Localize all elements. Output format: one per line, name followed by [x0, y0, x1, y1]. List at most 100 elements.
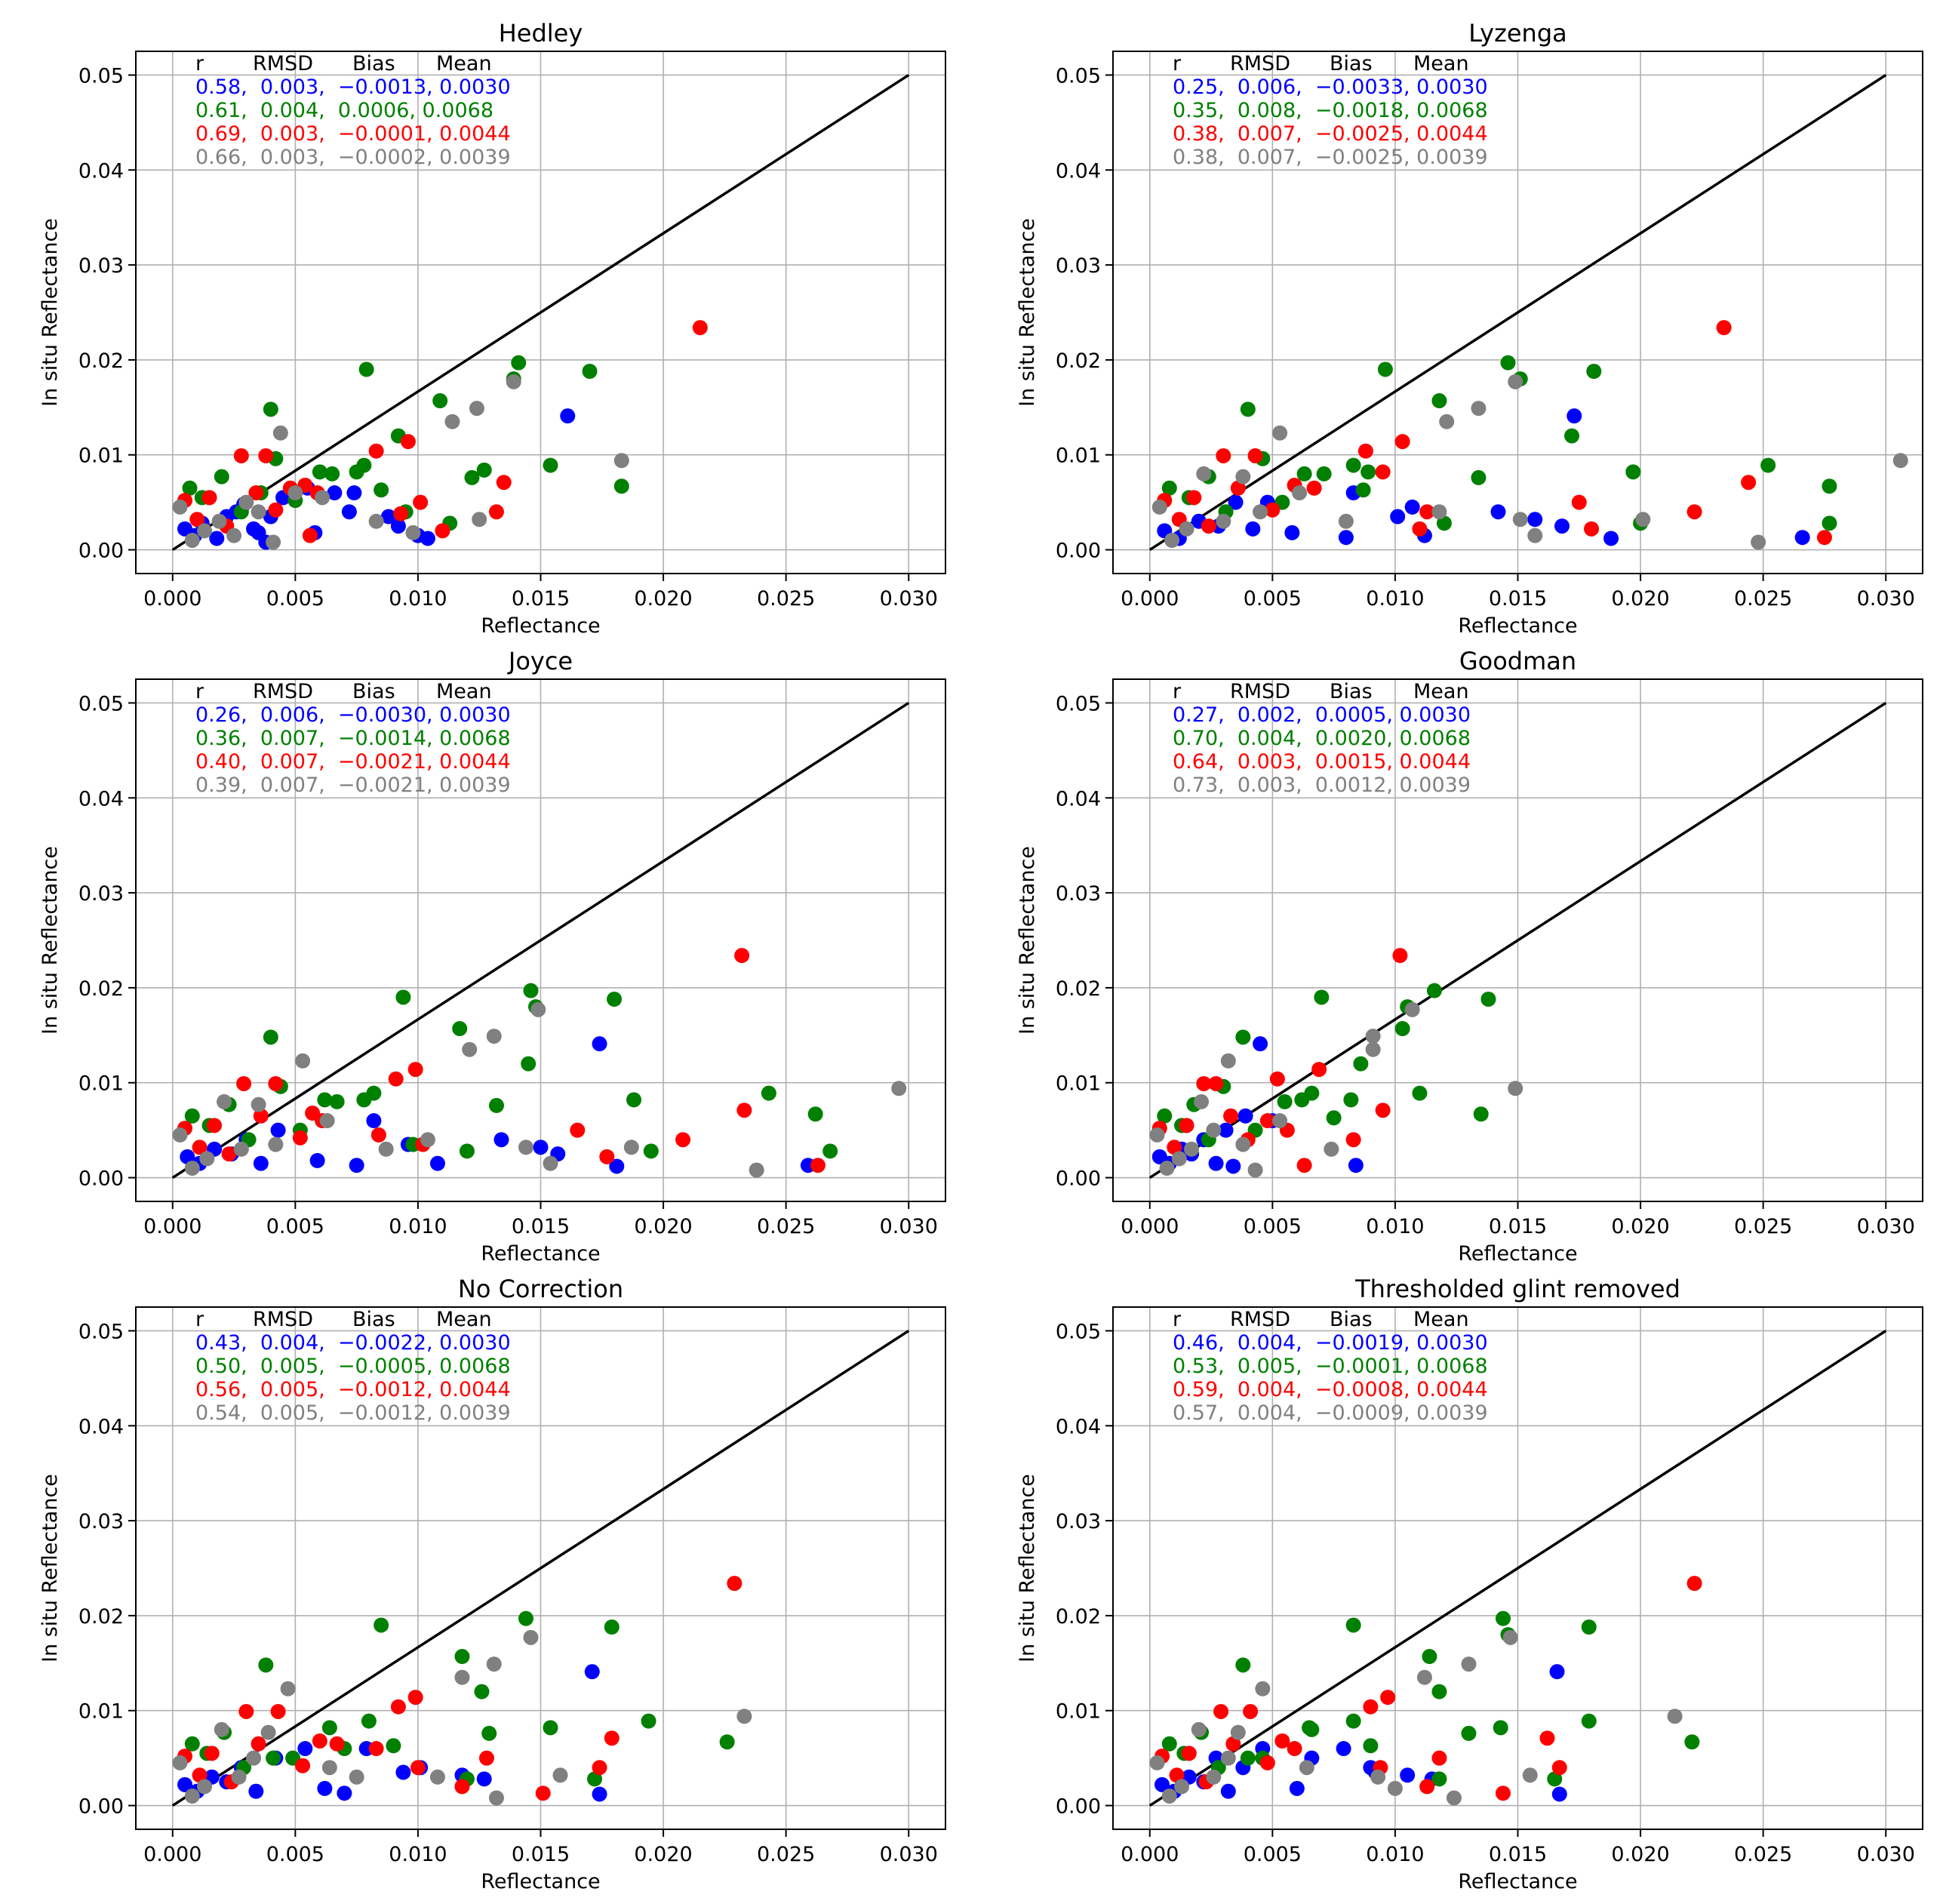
data-point — [464, 469, 480, 485]
series-gray — [1149, 1001, 1523, 1178]
data-point — [518, 1610, 533, 1626]
data-point — [337, 1786, 352, 1801]
data-point — [287, 485, 303, 501]
stats-line: 0.43, 0.004, −0.0022, 0.0030 — [195, 1331, 511, 1355]
data-point — [1564, 428, 1580, 444]
data-point — [476, 462, 492, 478]
series-blue — [1157, 408, 1810, 546]
data-point — [582, 364, 598, 380]
data-point — [1159, 1160, 1175, 1176]
data-point — [238, 1703, 254, 1719]
y-tick-label: 0.02 — [78, 349, 124, 373]
data-point — [560, 408, 576, 424]
panel-title: Goodman — [1459, 647, 1576, 675]
data-point — [1259, 1113, 1275, 1129]
data-point — [1265, 502, 1281, 518]
scatter-panel-5: 0.000 0.005 0.010 0.015 0.020 0.025 0.030 0.00 0… — [38, 1275, 946, 1893]
data-point — [1167, 1140, 1182, 1155]
data-point — [1547, 1771, 1563, 1787]
stats-line: 0.25, 0.006, −0.0033, 0.0030 — [1173, 75, 1488, 99]
data-point — [1181, 1746, 1197, 1761]
data-point — [395, 989, 411, 1005]
data-point — [327, 485, 343, 501]
data-point — [1338, 513, 1354, 529]
data-point — [734, 948, 750, 964]
y-tick-label: 0.00 — [1056, 1167, 1101, 1191]
data-point — [266, 534, 281, 550]
data-point — [506, 374, 521, 389]
data-point — [1741, 475, 1757, 491]
data-point — [1495, 1610, 1511, 1626]
series-red — [1154, 1576, 1702, 1801]
data-point — [1404, 499, 1420, 515]
x-tick-label: 0.030 — [880, 1843, 938, 1866]
data-point — [1431, 1771, 1447, 1787]
data-point — [321, 1720, 337, 1736]
y-tick-label: 0.02 — [78, 977, 124, 1001]
data-point — [420, 1132, 435, 1148]
stats-line: 0.56, 0.005, −0.0012, 0.0044 — [195, 1378, 511, 1401]
stats-line: 0.69, 0.003, −0.0001, 0.0044 — [195, 122, 511, 146]
data-point — [184, 1736, 200, 1752]
data-point — [1164, 532, 1180, 548]
data-point — [1220, 1783, 1236, 1799]
data-point — [1208, 1155, 1224, 1171]
data-point — [488, 1097, 504, 1113]
x-tick-label: 0.015 — [512, 1215, 570, 1238]
data-point — [1539, 1730, 1555, 1746]
data-point — [543, 1155, 558, 1171]
data-point — [1194, 1093, 1210, 1109]
data-point — [1794, 530, 1810, 546]
y-tick-label: 0.02 — [78, 1605, 124, 1629]
data-point — [1760, 457, 1776, 473]
data-point — [1348, 1158, 1364, 1173]
x-axis-label: Reflectance — [481, 1870, 600, 1893]
data-point — [761, 1085, 776, 1101]
y-axis-label: In situ Reflectance — [38, 218, 62, 407]
data-point — [182, 480, 198, 496]
data-point — [297, 1741, 313, 1757]
data-point — [1338, 530, 1354, 546]
data-point — [189, 512, 205, 528]
data-point — [246, 1750, 262, 1766]
data-point — [226, 528, 242, 543]
data-point — [366, 1085, 382, 1101]
one-to-one-line — [1148, 73, 1887, 552]
data-point — [341, 504, 357, 520]
data-point — [180, 1149, 195, 1164]
data-point — [386, 1738, 401, 1754]
stats-header-r: r — [1173, 680, 1182, 703]
x-tick-label: 0.025 — [1734, 587, 1792, 611]
stats-header-mean: Mean — [1413, 52, 1469, 75]
data-point — [1345, 1713, 1361, 1729]
data-point — [380, 509, 396, 524]
data-point — [1527, 528, 1543, 543]
data-point — [454, 1649, 470, 1665]
data-point — [1586, 364, 1602, 380]
y-tick-label: 0.00 — [1056, 1795, 1101, 1819]
data-point — [356, 457, 372, 473]
data-point — [493, 1132, 509, 1148]
series-red — [177, 1576, 742, 1801]
data-point — [521, 1056, 536, 1072]
x-tick-label: 0.020 — [1611, 587, 1669, 611]
data-point — [1247, 1162, 1263, 1178]
y-tick-label: 0.00 — [78, 540, 124, 563]
data-point — [251, 1097, 266, 1112]
data-point — [390, 1699, 406, 1715]
data-point — [295, 1758, 311, 1773]
data-point — [172, 499, 188, 515]
data-point — [891, 1081, 907, 1097]
data-point — [454, 1779, 470, 1795]
data-point — [374, 1617, 389, 1633]
data-point — [749, 1162, 764, 1178]
data-point — [1363, 1699, 1379, 1715]
y-tick-label: 0.04 — [78, 159, 124, 183]
data-point — [1179, 521, 1194, 537]
data-point — [1292, 485, 1308, 501]
data-point — [177, 1776, 193, 1792]
x-tick-label: 0.030 — [1857, 1843, 1915, 1866]
data-point — [266, 1750, 281, 1766]
y-tick-label: 0.01 — [1056, 444, 1101, 468]
data-point — [1751, 534, 1766, 550]
